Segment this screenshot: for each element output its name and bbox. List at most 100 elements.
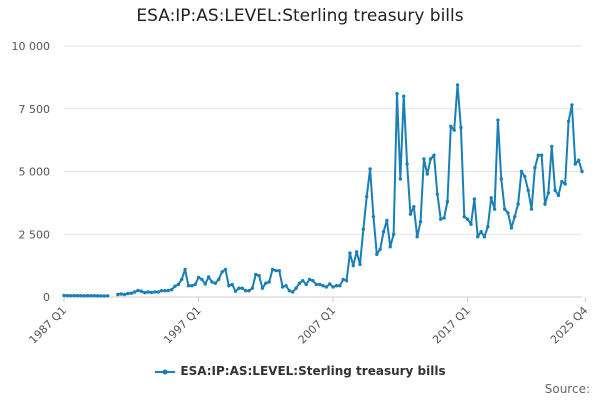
data-point[interactable] [375, 252, 379, 257]
data-point[interactable] [116, 292, 120, 297]
data-point[interactable] [75, 294, 80, 298]
data-point[interactable] [203, 282, 207, 286]
data-point[interactable] [149, 290, 154, 295]
data-point[interactable] [428, 157, 433, 161]
data-point[interactable] [294, 286, 298, 290]
data-point[interactable] [351, 263, 355, 268]
data-point[interactable] [499, 177, 503, 181]
data-point[interactable] [412, 204, 416, 209]
data-point[interactable] [85, 294, 90, 298]
data-point[interactable] [482, 235, 487, 239]
data-point[interactable] [237, 286, 241, 290]
data-point[interactable] [496, 118, 500, 122]
data-point[interactable] [169, 288, 174, 292]
data-point[interactable] [563, 182, 567, 186]
data-point[interactable] [408, 212, 413, 216]
data-point[interactable] [166, 288, 170, 293]
data-point[interactable] [132, 290, 137, 294]
data-point[interactable] [129, 291, 133, 295]
data-point[interactable] [143, 291, 147, 295]
data-point[interactable] [331, 285, 335, 289]
data-point[interactable] [553, 188, 557, 193]
data-point[interactable] [183, 267, 187, 272]
data-point[interactable] [193, 282, 197, 287]
data-point[interactable] [163, 289, 167, 293]
data-point[interactable] [119, 292, 123, 296]
data-point[interactable] [72, 293, 76, 298]
data-point[interactable] [445, 199, 450, 204]
data-point[interactable] [69, 294, 73, 298]
data-point[interactable] [136, 288, 140, 293]
data-point[interactable] [439, 217, 443, 221]
data-point[interactable] [422, 157, 426, 161]
data-point[interactable] [99, 294, 103, 298]
data-point[interactable] [391, 232, 396, 236]
data-point[interactable] [230, 282, 234, 287]
data-point[interactable] [546, 191, 551, 195]
data-point[interactable] [465, 217, 470, 221]
data-point[interactable] [556, 193, 561, 198]
data-point[interactable] [570, 103, 574, 107]
data-point[interactable] [79, 294, 83, 298]
data-point[interactable] [539, 153, 544, 157]
data-point[interactable] [543, 202, 547, 206]
data-point[interactable] [304, 282, 308, 287]
data-point[interactable] [469, 222, 473, 226]
data-point[interactable] [452, 128, 456, 132]
data-point[interactable] [368, 167, 372, 171]
data-point[interactable] [284, 284, 288, 288]
data-point[interactable] [354, 250, 359, 254]
data-point[interactable] [95, 294, 100, 298]
data-point[interactable] [146, 290, 150, 294]
data-point[interactable] [291, 290, 295, 294]
data-point[interactable] [287, 289, 292, 293]
data-point[interactable] [173, 284, 177, 288]
data-point[interactable] [250, 286, 255, 290]
data-point[interactable] [257, 273, 261, 278]
data-point[interactable] [92, 294, 96, 298]
data-point[interactable] [297, 281, 302, 285]
data-point[interactable] [176, 282, 181, 287]
data-point[interactable] [106, 294, 110, 298]
data-point[interactable] [324, 285, 329, 289]
data-point[interactable] [159, 289, 164, 293]
data-point[interactable] [328, 282, 332, 286]
data-point[interactable] [156, 290, 160, 294]
data-point[interactable] [180, 277, 184, 282]
data-point[interactable] [358, 262, 362, 267]
series-line[interactable] [63, 83, 583, 297]
data-point[interactable] [122, 292, 127, 297]
data-point[interactable] [566, 119, 571, 124]
data-point[interactable] [449, 124, 453, 129]
data-point[interactable] [388, 245, 392, 249]
data-point[interactable] [213, 281, 218, 285]
data-point[interactable] [560, 179, 564, 184]
data-point[interactable] [580, 169, 584, 174]
data-point[interactable] [243, 289, 248, 293]
data-point[interactable] [307, 277, 312, 282]
data-point[interactable] [270, 267, 275, 272]
data-point[interactable] [247, 289, 251, 293]
data-point[interactable] [254, 272, 258, 277]
data-point[interactable] [227, 284, 231, 288]
data-point[interactable] [405, 162, 409, 166]
data-point[interactable] [385, 218, 389, 223]
data-point[interactable] [62, 293, 66, 298]
data-point[interactable] [126, 291, 130, 296]
data-point[interactable] [476, 235, 480, 239]
data-point[interactable] [341, 277, 345, 282]
data-point[interactable] [418, 220, 423, 224]
data-point[interactable] [210, 280, 214, 284]
data-point[interactable] [381, 230, 386, 234]
data-point[interactable] [455, 83, 460, 87]
data-point[interactable] [240, 286, 244, 290]
data-point[interactable] [523, 174, 527, 179]
data-point[interactable] [321, 284, 325, 288]
data-point[interactable] [348, 251, 352, 255]
data-point[interactable] [317, 282, 322, 287]
data-point[interactable] [513, 214, 517, 219]
data-point[interactable] [153, 290, 157, 294]
data-point[interactable] [206, 275, 211, 279]
data-point[interactable] [311, 278, 315, 283]
data-point[interactable] [186, 284, 191, 288]
